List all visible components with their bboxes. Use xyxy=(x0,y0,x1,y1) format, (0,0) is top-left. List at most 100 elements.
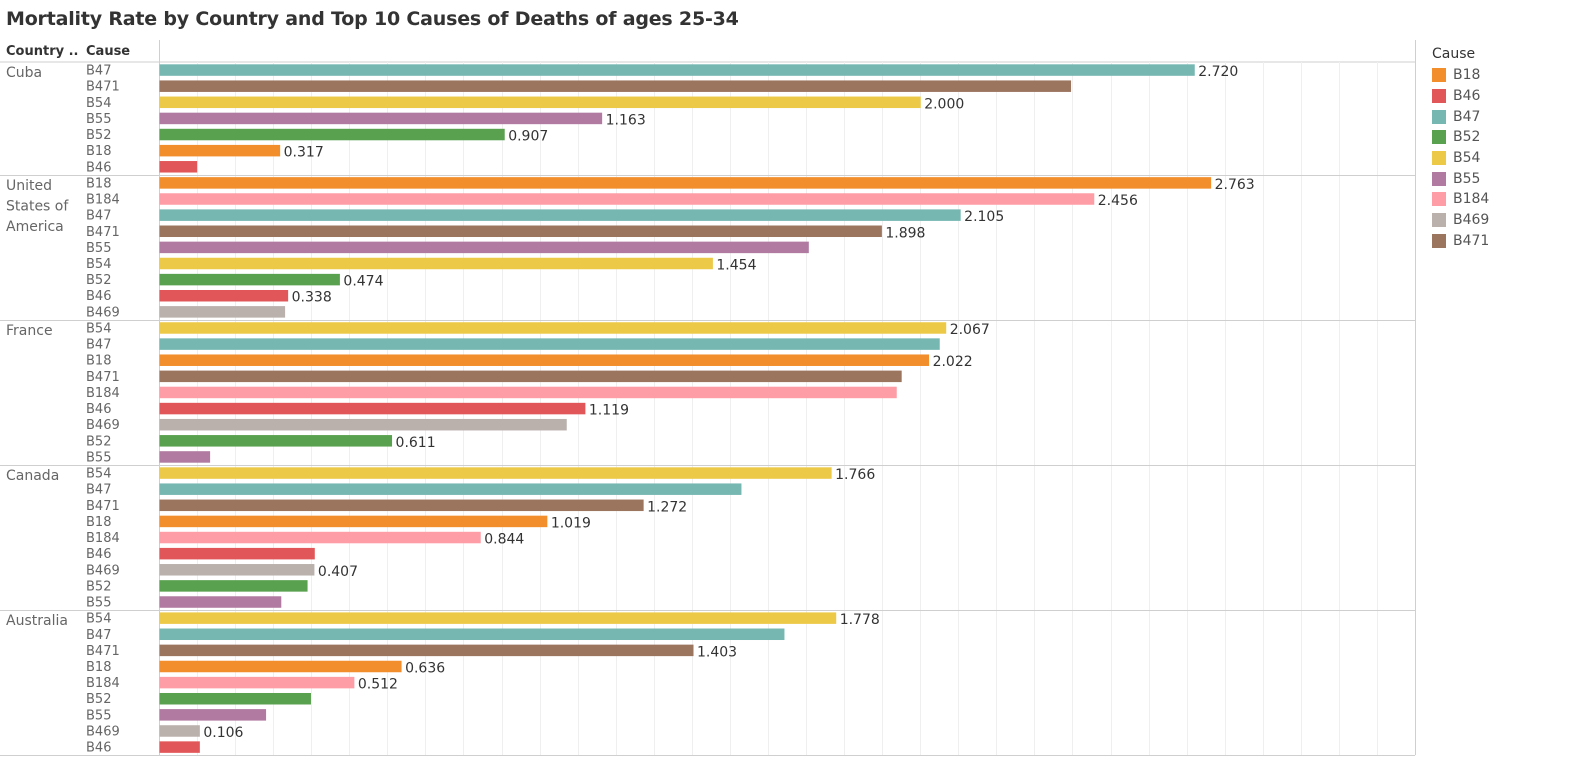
cause-label: B55 xyxy=(86,450,111,465)
value-label: 1.019 xyxy=(551,515,591,531)
cause-label: B47 xyxy=(86,628,111,643)
cause-label: B47 xyxy=(86,483,111,498)
value-label: 0.338 xyxy=(292,290,332,306)
legend-label: B184 xyxy=(1453,191,1490,208)
country-label: Canada xyxy=(6,468,59,484)
legend-item[interactable]: B184 xyxy=(1432,189,1489,210)
value-label: 1.766 xyxy=(835,467,875,483)
bar-B469 xyxy=(159,306,286,318)
value-label: 0.317 xyxy=(284,145,324,161)
value-label: 1.778 xyxy=(840,612,880,628)
country-label: Cuba xyxy=(6,65,42,81)
country-label: America xyxy=(6,219,64,235)
value-label: 1.454 xyxy=(716,258,756,274)
cause-label: B469 xyxy=(86,418,120,433)
legend-item[interactable]: B46 xyxy=(1432,86,1489,107)
bar-B54 xyxy=(159,96,921,109)
legend-item[interactable]: B47 xyxy=(1432,106,1489,127)
value-label: 1.898 xyxy=(885,225,925,241)
chart-title: Mortality Rate by Country and Top 10 Cau… xyxy=(6,8,739,30)
bar-B55 xyxy=(159,112,603,125)
bar-B469 xyxy=(159,725,200,737)
legend-item[interactable]: B471 xyxy=(1432,231,1489,252)
legend-item[interactable]: B55 xyxy=(1432,168,1489,189)
legend-label: B55 xyxy=(1453,170,1481,187)
cause-label: B184 xyxy=(86,676,120,691)
cause-label: B54 xyxy=(86,467,111,482)
value-label: 1.272 xyxy=(647,499,687,515)
cause-label: B471 xyxy=(86,80,120,95)
legend-label: B47 xyxy=(1453,108,1481,125)
value-label: 1.403 xyxy=(697,644,737,660)
cause-label: B46 xyxy=(86,402,111,417)
country-label: United xyxy=(6,178,52,194)
legend-label: B46 xyxy=(1453,88,1481,105)
cause-label: B184 xyxy=(86,193,120,208)
legend-label: B52 xyxy=(1453,129,1481,146)
legend-swatch xyxy=(1432,151,1446,166)
legend-label: B471 xyxy=(1453,232,1490,249)
bar-B52 xyxy=(159,128,505,141)
cause-label: B52 xyxy=(86,128,111,143)
cause-label: B469 xyxy=(86,305,120,320)
country-label: Australia xyxy=(6,613,68,629)
cause-label: B471 xyxy=(86,499,120,514)
bar-B47 xyxy=(159,628,785,641)
cause-label: B55 xyxy=(86,241,111,256)
country-label: France xyxy=(6,323,53,339)
legend-item[interactable]: B52 xyxy=(1432,127,1489,148)
bar-B469 xyxy=(159,418,567,431)
country-column-header[interactable]: Country .. xyxy=(6,44,79,59)
bar-B54 xyxy=(159,612,837,624)
cause-label: B184 xyxy=(86,531,120,546)
cause-label: B47 xyxy=(86,209,111,224)
bar-B471 xyxy=(159,225,882,238)
cause-label: B18 xyxy=(86,515,111,530)
value-label: 0.844 xyxy=(484,532,524,548)
value-label: 2.000 xyxy=(924,96,964,112)
legend-item[interactable]: B54 xyxy=(1432,148,1489,169)
bar-B52 xyxy=(159,435,393,447)
value-label: 1.119 xyxy=(589,403,629,419)
bar-B46 xyxy=(159,161,198,173)
cause-label: B471 xyxy=(86,225,120,240)
legend-swatch xyxy=(1432,233,1446,248)
bar-B47 xyxy=(159,338,940,350)
legend-swatch xyxy=(1432,171,1446,186)
cause-label: B18 xyxy=(86,354,111,369)
value-label: 0.106 xyxy=(203,725,243,741)
legend-item[interactable]: B469 xyxy=(1432,210,1489,231)
legend-item[interactable]: B18 xyxy=(1432,65,1489,86)
cause-label: B52 xyxy=(86,434,111,449)
cause-label: B46 xyxy=(86,741,111,756)
bar-B184 xyxy=(159,193,1095,205)
value-label: 0.611 xyxy=(396,435,436,451)
value-label: 2.763 xyxy=(1215,177,1255,193)
legend-swatch xyxy=(1432,109,1446,124)
cause-column-header[interactable]: Cause xyxy=(86,44,131,59)
bar-B46 xyxy=(159,289,289,302)
bar-B55 xyxy=(159,709,267,721)
bar-B184 xyxy=(159,531,481,544)
cause-label: B18 xyxy=(86,144,111,159)
bar-B471 xyxy=(159,644,694,657)
legend-label: B54 xyxy=(1453,150,1481,167)
value-label: 2.456 xyxy=(1098,193,1138,209)
cause-label: B52 xyxy=(86,273,111,288)
value-label: 0.907 xyxy=(508,129,548,145)
cause-label: B47 xyxy=(86,338,111,353)
bar-B52 xyxy=(159,273,340,286)
cause-label: B471 xyxy=(86,370,120,385)
bar-B184 xyxy=(159,386,897,399)
legend-swatch xyxy=(1432,89,1446,104)
bar-B52 xyxy=(159,580,308,592)
cause-label: B471 xyxy=(86,644,120,659)
legend-swatch xyxy=(1432,192,1446,207)
cause-label: B18 xyxy=(86,660,111,675)
bar-B18 xyxy=(159,354,930,366)
cause-label: B55 xyxy=(86,112,111,127)
cause-label: B46 xyxy=(86,547,111,562)
legend-swatch xyxy=(1432,68,1446,83)
cause-label: B52 xyxy=(86,692,111,707)
